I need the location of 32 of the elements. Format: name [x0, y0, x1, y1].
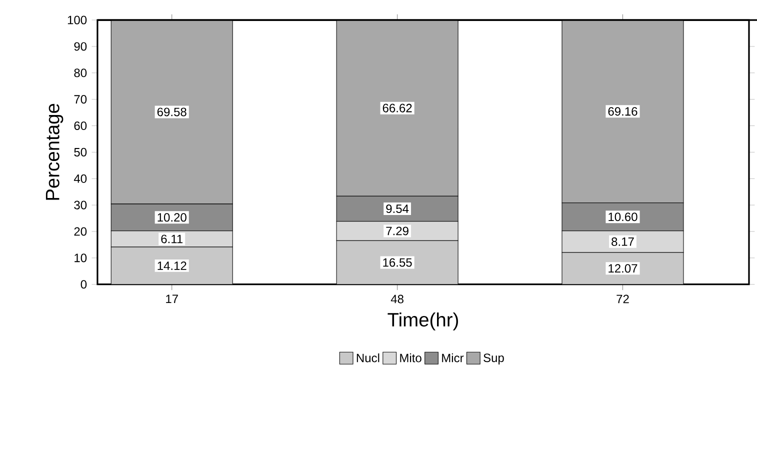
y-tick-label: 30 [74, 200, 87, 210]
data-label: 10.60 [608, 212, 638, 222]
data-label: 69.16 [608, 107, 638, 116]
y-tick-label: 20 [74, 227, 87, 236]
data-label: 6.11 [161, 234, 183, 244]
y-tick-label: 50 [74, 148, 87, 156]
data-label: 9.54 [386, 204, 409, 214]
y-tick-label: 60 [74, 122, 87, 130]
data-label: 66.62 [382, 104, 412, 112]
y-tick-label: 40 [74, 174, 87, 183]
legend-label: Micr [442, 353, 464, 362]
data-label: 12.07 [608, 264, 638, 273]
data-label: 14.12 [158, 262, 186, 270]
data-label: 10.20 [158, 213, 186, 222]
y-tick-label: 70 [74, 95, 87, 104]
x-axis-title: Time(hr) [388, 312, 458, 330]
y-tick-label: 90 [74, 42, 87, 51]
legend-label: Nucl [356, 353, 380, 362]
data-label: 16.55 [383, 258, 412, 267]
y-tick-label: 80 [74, 68, 87, 78]
data-label: 8.17 [612, 237, 634, 246]
x-tick-label: 48 [390, 294, 404, 304]
y-tick-label: 0 [80, 280, 87, 289]
legend-label: Sup [484, 354, 504, 364]
y-tick-label: 100 [68, 16, 87, 24]
y-tick-label: 10 [74, 254, 87, 262]
data-label: 7.29 [386, 226, 408, 236]
x-tick-label: 17 [166, 294, 178, 304]
legend-label: Mito [400, 353, 422, 362]
data-label: 69.58 [157, 108, 186, 116]
x-tick-label: 72 [616, 294, 629, 304]
y-axis-title: Percentage [46, 104, 64, 200]
